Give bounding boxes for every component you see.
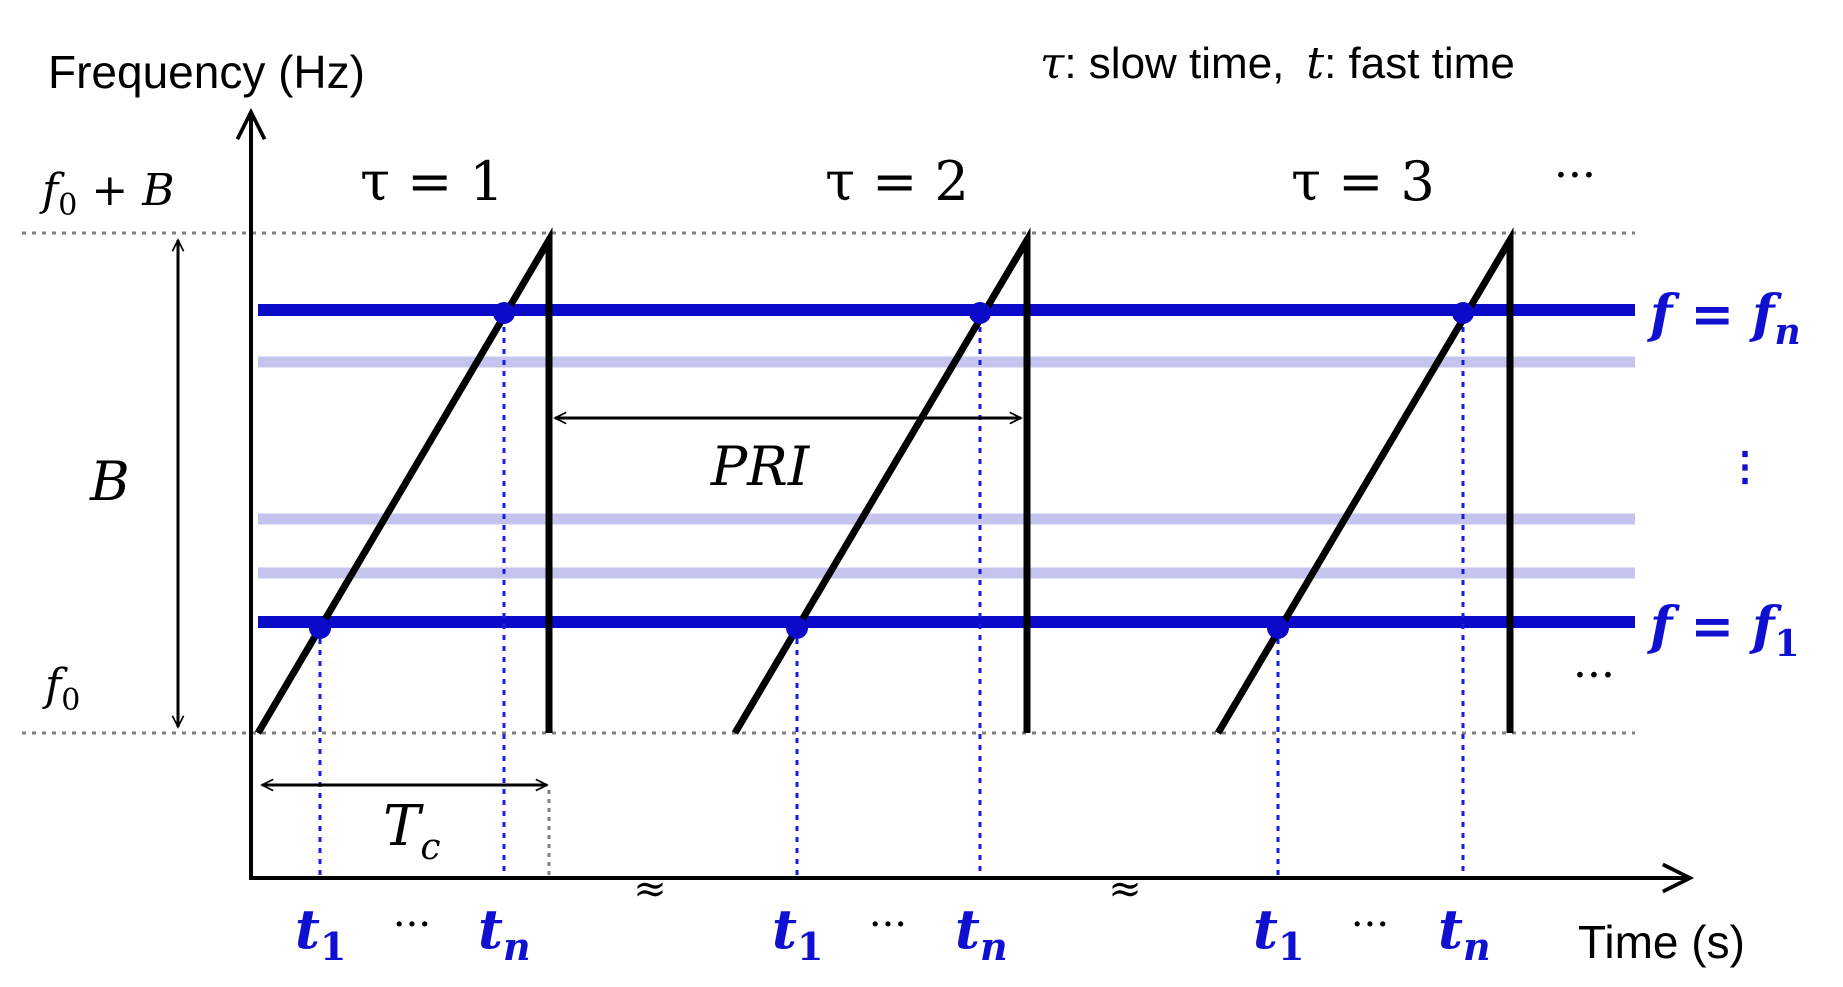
label-bandwidth: B: [89, 450, 130, 513]
x-axis-title: Time (s): [1578, 916, 1745, 968]
tau-symbol: τ: [1040, 38, 1065, 89]
chirps: [254, 227, 1514, 735]
svg-text:t1: t1: [295, 897, 346, 969]
chirp-label-3: τ = 3: [1291, 150, 1435, 213]
dot-t1: [309, 617, 331, 639]
svg-text:tn: tn: [1438, 897, 1491, 969]
label-f0-plus-b: f0 + B: [39, 165, 175, 223]
tau-description: : slow time,: [1064, 39, 1284, 88]
svg-text:tn: tn: [478, 897, 531, 969]
dot-t1: [1267, 617, 1289, 639]
sample-labels-1: t1 ··· tn: [295, 897, 531, 969]
dot-t1: [786, 617, 808, 639]
pri-label: PRI: [710, 435, 811, 498]
time-legend: τ: slow time, t: fast time: [1040, 38, 1515, 89]
t-symbol: t: [1306, 38, 1324, 89]
more-lines-ellipsis: ···: [1573, 650, 1615, 701]
axis-break: ≈: [1108, 866, 1142, 912]
y-axis-title: Frequency (Hz): [48, 46, 365, 98]
svg-text:t1: t1: [1253, 897, 1304, 969]
svg-text:···: ···: [1351, 902, 1389, 948]
axis-break: ≈: [633, 866, 667, 912]
chirp-2: [731, 227, 1031, 735]
freq-label-fn: f = fn: [1646, 284, 1801, 353]
vertical-ellipsis: ⋮: [1725, 443, 1765, 490]
t-description: : fast time: [1324, 39, 1515, 88]
intersection-dots: [309, 302, 1474, 639]
chirp-1: [254, 227, 553, 735]
chirp-3: [1214, 227, 1514, 735]
more-chirps-ellipsis: ···: [1554, 150, 1596, 201]
faint-frequency-lines: [258, 356, 1635, 579]
svg-text:tn: tn: [955, 897, 1008, 969]
svg-text:···: ···: [393, 902, 431, 948]
chirp-label-1: τ = 1: [360, 150, 504, 213]
dot-tn: [969, 302, 991, 324]
svg-text:···: ···: [869, 902, 907, 948]
chirp-label-2: τ = 2: [825, 150, 969, 213]
sample-labels-2: t1 ··· tn: [772, 897, 1008, 969]
freq-label-f1: f = f1: [1646, 596, 1800, 665]
tc-label: Tc: [383, 794, 441, 868]
sample-markers: [318, 316, 1465, 878]
dot-tn: [1452, 302, 1474, 324]
sample-labels-3: t1 ··· tn: [1253, 897, 1491, 969]
label-f0: f0: [42, 660, 80, 718]
dot-tn: [493, 302, 515, 324]
svg-text:t1: t1: [772, 897, 823, 969]
